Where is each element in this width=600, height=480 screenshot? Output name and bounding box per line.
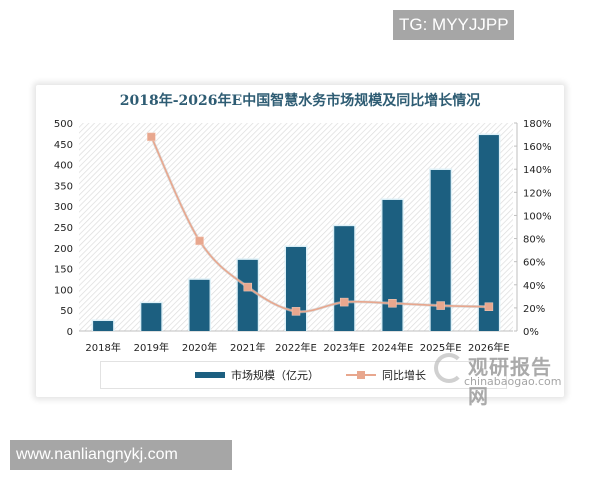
y2-axis-tick-label: 0% xyxy=(523,327,539,338)
chinabaogao-watermark: 观研报告网 chinabaogao.com xyxy=(434,351,564,408)
x-axis-tick-label: 2021年 xyxy=(230,341,265,354)
chart-plot-area: 0 50 100 150 200 250 300 350 400 450 500 0% 20% 40% 60… xyxy=(54,119,552,354)
y2-axis-tick-label: 60% xyxy=(523,258,545,269)
chart-title: 2018年-2026年E中国智慧水务市场规模及同比增长情况 xyxy=(119,93,481,109)
y2-axis-tick-label: 160% xyxy=(523,142,552,153)
y2-axis-tick-label: 180% xyxy=(523,119,552,130)
x-axis-tick-label: 2024年E xyxy=(372,341,414,354)
y2-axis-tick-label: 140% xyxy=(523,165,552,176)
bar-market-size xyxy=(334,226,355,331)
x-axis-tick-label: 2026年E xyxy=(468,341,510,354)
chart-card: 2018年-2026年E中国智慧水务市场规模及同比增长情况 0 50 100 150 2… xyxy=(36,85,564,408)
chinabaogao-logo-icon xyxy=(434,353,464,383)
legend-item-yoy-growth: 同比增长 xyxy=(346,362,426,388)
tg-watermark-label: TG: MYYJJPP xyxy=(393,10,514,40)
bar-market-size xyxy=(237,259,258,331)
y2-axis-tick-label: 80% xyxy=(523,235,545,246)
line-marker-icon xyxy=(147,132,156,142)
line-marker-icon xyxy=(243,282,253,292)
y2-axis-tick-label: 100% xyxy=(523,211,552,222)
watermark-en-text: chinabaogao.com xyxy=(464,375,562,388)
line-marker-icon xyxy=(436,301,445,310)
y2-axis-tick-label: 20% xyxy=(523,304,545,315)
y-axis-tick-label: 0 xyxy=(67,327,73,338)
bar-market-size xyxy=(382,199,403,331)
y-axis-tick-label: 450 xyxy=(54,140,73,151)
x-axis-tick-label: 2022年E xyxy=(275,341,317,354)
y-axis-tick-label: 300 xyxy=(54,202,73,213)
site-watermark-label: www.nanliangnykj.com xyxy=(10,440,232,470)
line-marker-icon xyxy=(484,302,494,311)
bar-market-size xyxy=(478,135,499,331)
legend-label-market-size: 市场规模（亿元） xyxy=(231,369,319,382)
line-marker-icon xyxy=(291,307,301,316)
y-axis-tick-label: 250 xyxy=(54,223,73,234)
bar-market-size xyxy=(286,246,306,331)
x-axis-tick-label: 2023年E xyxy=(323,341,365,354)
y-axis-tick-label: 500 xyxy=(54,119,73,130)
line-marker-icon xyxy=(388,299,397,308)
y-axis-tick-label: 50 xyxy=(60,306,73,317)
x-axis-tick-label: 2019年 xyxy=(134,341,169,354)
watermark-cn-text: 观研报告网 xyxy=(468,355,552,408)
y-axis-tick-label: 400 xyxy=(54,161,73,172)
bar-market-size xyxy=(93,321,114,331)
legend-item-market-size: 市场规模（亿元） xyxy=(195,362,319,388)
legend-label-yoy-growth: 同比增长 xyxy=(382,369,426,382)
bar-market-size xyxy=(430,170,451,331)
bar-swatch-icon xyxy=(195,372,225,378)
x-axis-tick-label: 2018年 xyxy=(85,341,120,354)
bar-market-size xyxy=(141,303,162,331)
y-axis-tick-label: 100 xyxy=(54,285,73,296)
y-axis-tick-label: 200 xyxy=(54,244,73,255)
line-marker-icon xyxy=(195,236,204,246)
y2-axis-tick-label: 120% xyxy=(523,188,552,199)
bar-market-size xyxy=(189,279,210,331)
y-axis-tick-label: 350 xyxy=(54,181,73,192)
line-marker-swatch-icon xyxy=(346,371,376,379)
x-axis-tick-label: 2025年E xyxy=(420,341,462,354)
y-axis-tick-label: 150 xyxy=(54,265,73,276)
line-marker-icon xyxy=(339,297,349,307)
x-axis-tick-label: 2020年 xyxy=(182,341,217,354)
y2-axis-tick-label: 40% xyxy=(523,281,545,292)
